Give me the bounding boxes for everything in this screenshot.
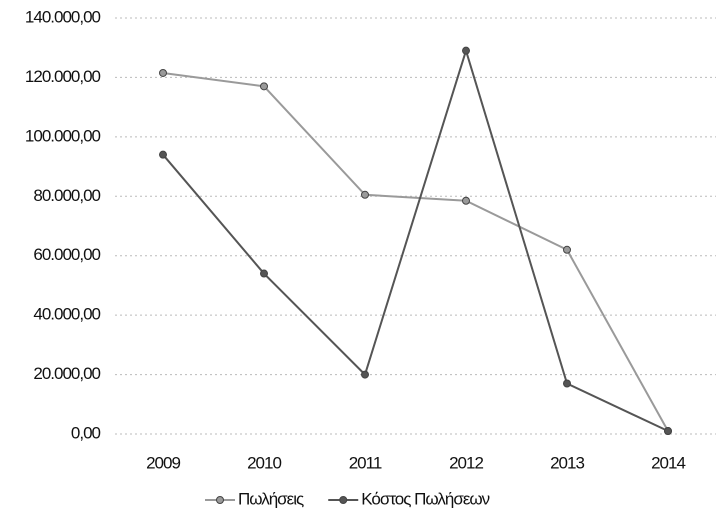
legend-marker [339, 496, 348, 504]
point [361, 370, 369, 379]
legend-marker [216, 496, 224, 504]
legend-label: Κόστος Πωλήσεων [361, 489, 489, 508]
series-line [162, 47, 669, 432]
point [260, 82, 268, 91]
point [462, 46, 470, 55]
point [462, 196, 470, 205]
y-tick-label: 60.000,00 [33, 245, 100, 264]
x-tick-label: 2010 [247, 453, 281, 472]
x-tick-label: 2011 [349, 453, 382, 472]
point [563, 379, 571, 388]
y-tick-label: 20.000,00 [33, 364, 100, 383]
y-tick-label: 140.000,00 [25, 7, 101, 26]
y-tick-label: 40.000,00 [33, 305, 100, 324]
series-line [162, 71, 669, 432]
x-tick-label: 2014 [651, 453, 685, 472]
point [664, 427, 672, 436]
y-tick-label: 100.000,00 [25, 126, 101, 145]
x-tick-label: 2013 [550, 453, 584, 472]
point [159, 150, 167, 159]
y-tick-label: 80.000,00 [33, 186, 100, 205]
legend-label: Πωλήσεις [238, 489, 304, 508]
x-tick-label: 2009 [146, 453, 180, 472]
point [159, 68, 167, 77]
y-tick-label: 0,00 [71, 423, 101, 442]
x-tick-label: 2012 [449, 453, 483, 472]
point [260, 269, 268, 278]
y-tick-label: 120.000,00 [25, 67, 101, 86]
point [361, 190, 369, 199]
point [563, 245, 571, 254]
